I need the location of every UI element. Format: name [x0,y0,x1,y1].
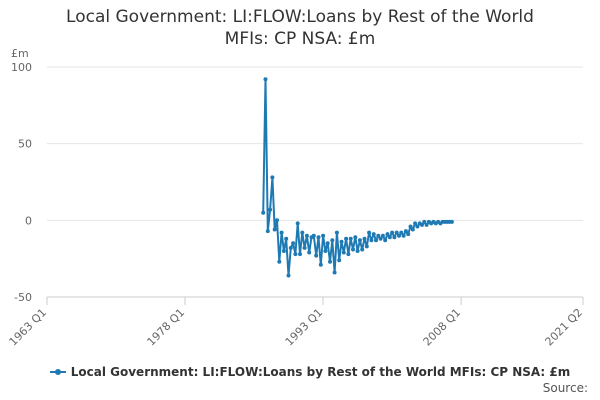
data-point[interactable] [357,238,362,243]
x-tick-label: 1993 Q1 [283,306,326,349]
legend[interactable]: Local Government: LI:FLOW:Loans by Rest … [30,365,590,379]
x-axis [46,296,584,305]
data-point[interactable] [279,230,284,235]
data-point[interactable] [413,221,418,226]
data-point[interactable] [399,230,404,235]
data-point[interactable] [364,244,369,249]
data-point[interactable] [288,245,293,250]
data-point[interactable] [321,233,326,238]
data-point[interactable] [265,229,270,234]
y-axis-unit-label: £m [11,47,29,60]
data-point[interactable] [311,233,316,238]
data-point[interactable] [341,250,346,255]
data-point[interactable] [293,252,298,257]
source-label: Source: [542,381,588,395]
plot-area [261,77,454,278]
data-point[interactable] [449,219,454,224]
y-tick-label: -50 [14,291,32,304]
data-point[interactable] [275,218,279,223]
y-tick-label: 100 [11,61,32,74]
data-point[interactable] [300,230,305,235]
data-point[interactable] [351,247,355,252]
data-point[interactable] [330,238,335,243]
chart-title: Local Government: LI:FLOW:Loans by Rest … [20,6,580,50]
data-point[interactable] [268,207,273,212]
data-point[interactable] [424,222,429,227]
legend-swatch [49,369,66,375]
data-point[interactable] [385,232,390,237]
data-point[interactable] [360,247,365,252]
data-point[interactable] [376,233,381,238]
data-point[interactable] [284,236,289,241]
data-point[interactable] [323,249,328,253]
data-point[interactable] [325,241,330,246]
data-point[interactable] [415,224,420,229]
data-point[interactable] [304,233,309,238]
data-point[interactable] [406,232,411,237]
x-tick-label: 2008 Q1 [421,306,464,349]
legend-label: Local Government: LI:FLOW:Loans by Rest … [70,365,571,379]
chart-title-line-2: MFIs: CP NSA: £m [224,29,376,49]
data-point[interactable] [337,258,342,263]
data-point[interactable] [353,235,358,240]
data-point[interactable] [346,252,351,257]
data-point[interactable] [298,252,302,257]
data-point[interactable] [314,253,319,258]
data-point[interactable] [367,230,372,235]
chart-title-line-1: Local Government: LI:FLOW:Loans by Rest … [66,7,534,27]
data-point[interactable] [369,238,374,243]
data-point[interactable] [355,249,360,253]
data-point[interactable] [316,235,321,240]
data-point[interactable] [334,230,339,235]
data-point[interactable] [387,235,392,240]
y-tick-label: 0 [25,214,32,227]
data-point[interactable] [390,230,395,235]
data-point[interactable] [348,236,353,241]
data-point[interactable] [403,229,408,234]
data-point[interactable] [392,235,397,240]
data-point[interactable] [328,259,332,264]
data-point[interactable] [420,222,424,227]
data-point[interactable] [332,270,337,275]
x-tick-label: 1978 Q1 [145,306,188,349]
data-point[interactable] [281,249,286,253]
data-point[interactable] [383,238,388,243]
data-point[interactable] [277,259,282,264]
data-point[interactable] [380,233,385,238]
data-point[interactable] [362,236,367,241]
data-point[interactable] [397,233,401,238]
data-point[interactable] [422,219,427,224]
y-axis-ticks: 100 50 0 -50 [11,61,32,304]
x-tick-label: 1963 Q1 [7,306,50,349]
data-point[interactable] [339,239,344,244]
data-point[interactable] [291,241,296,246]
y-tick-label: 50 [18,138,32,151]
data-point[interactable] [371,232,376,237]
data-point[interactable] [263,77,268,82]
data-point[interactable] [295,221,300,226]
data-point[interactable] [410,227,415,232]
data-point[interactable] [401,233,406,238]
grid [47,66,583,298]
data-point[interactable] [374,238,378,243]
data-point[interactable] [408,224,413,229]
data-point[interactable] [344,236,349,241]
data-point[interactable] [261,210,266,215]
data-point[interactable] [286,273,291,278]
data-point[interactable] [302,245,307,250]
data-point[interactable] [394,230,399,235]
data-point[interactable] [307,250,312,255]
data-point[interactable] [270,175,275,180]
data-point[interactable] [378,236,383,241]
data-point[interactable] [272,227,277,232]
x-tick-label: 2021 Q2 [543,306,586,349]
data-point[interactable] [318,262,323,267]
x-axis-ticks: 1963 Q1 1978 Q1 1993 Q1 2008 Q1 2021 Q2 [7,306,586,349]
